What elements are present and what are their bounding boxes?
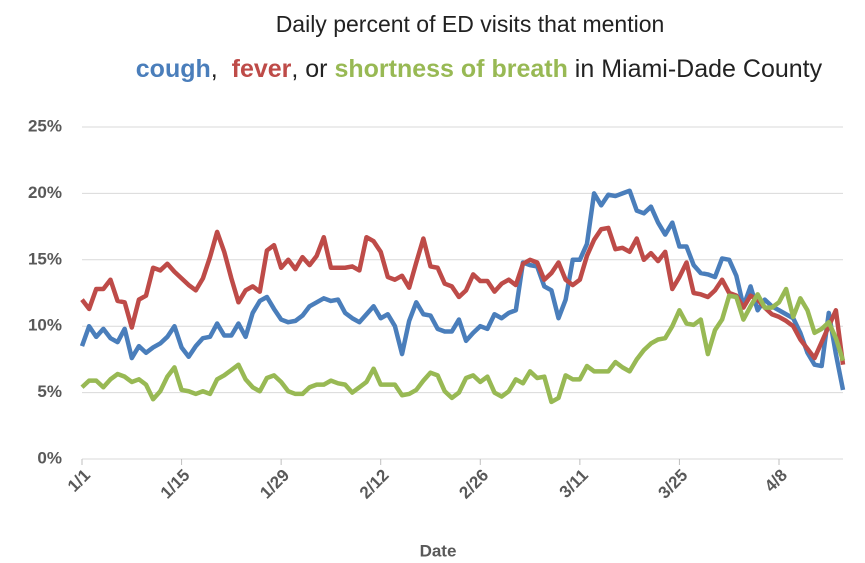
x-axis-label: Date [420, 541, 457, 560]
series-line [80, 286, 846, 405]
x-tick-label: 2/12 [356, 466, 393, 503]
y-tick-label: 10% [28, 316, 62, 335]
title-text: , [211, 55, 232, 83]
x-tick-label: 3/11 [556, 466, 592, 502]
y-tick-label: 25% [28, 116, 62, 135]
title-text: in Miami-Dade County [568, 55, 823, 83]
title-text: , or [291, 55, 334, 83]
y-tick-label: 0% [37, 448, 62, 467]
legend-entry: cough [136, 55, 211, 83]
series-line [79, 188, 846, 391]
legend-entry: shortness of breath [334, 55, 567, 83]
chart-subtitle: cough, fever, or shortness of breath in … [101, 55, 843, 83]
y-tick-label: 20% [28, 183, 62, 202]
legend-entry: fever [232, 55, 292, 83]
x-tick-label: 3/25 [655, 466, 692, 503]
chart-title: Daily percent of ED visits that mention [276, 11, 665, 37]
y-tick-label: 15% [28, 249, 62, 268]
y-tick-label: 5% [37, 382, 62, 401]
x-tick-label: 1/15 [157, 466, 194, 503]
series-line [80, 225, 846, 366]
x-tick-label: 1/1 [64, 466, 94, 496]
x-tick-label: 2/26 [455, 466, 492, 503]
x-tick-label: 1/29 [256, 466, 293, 503]
x-tick-label: 4/8 [761, 466, 791, 496]
